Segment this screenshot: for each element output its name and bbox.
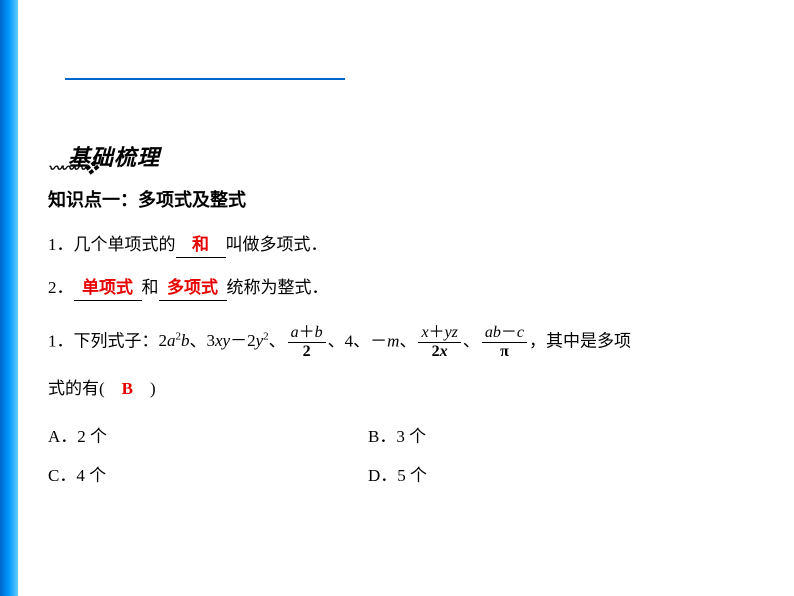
fill2-prefix: 2．	[48, 278, 74, 297]
fill2-answer2: 多项式	[167, 278, 218, 297]
section-title: 知识点一：多项式及整式	[48, 186, 748, 212]
fill-blank-2: 2． 单项式和多项式统称为整式．	[48, 269, 748, 306]
options-grid: A．2 个 B．3 个 C．4 个 D．5 个	[48, 417, 688, 495]
expr-6: x＋yz2x	[418, 325, 460, 360]
top-underline	[65, 78, 345, 80]
q1-prefix: 1．下列式子：	[48, 331, 159, 350]
q1-line2-prefix: 式的有(	[48, 379, 122, 398]
expr-1: 2a2b	[159, 331, 190, 350]
option-b: B．3 个	[368, 417, 688, 456]
q1-line2-suffix: )	[133, 379, 156, 398]
fill1-prefix: 1．几个单项式的	[48, 235, 176, 254]
q1-tail: ，其中是多项	[529, 331, 631, 350]
fill2-answer1: 单项式	[82, 278, 133, 297]
fill2-blank1: 单项式	[74, 279, 142, 301]
section-decor: 基础梳理 〰〰〰❖	[48, 140, 748, 168]
q1-answer: B	[122, 379, 133, 398]
left-accent-bar	[0, 0, 18, 596]
option-c: C．4 个	[48, 456, 368, 495]
fill2-mid: 和	[142, 278, 159, 297]
decor-swirl: 〰〰〰❖	[48, 158, 96, 178]
option-d: D．5 个	[368, 456, 688, 495]
fill1-suffix: 叫做多项式．	[226, 235, 328, 254]
slide-content: 基础梳理 〰〰〰❖ 知识点一：多项式及整式 1．几个单项式的和叫做多项式． 2．…	[48, 140, 748, 495]
fill2-blank2: 多项式	[159, 279, 227, 301]
question-1-line2: 式的有( B )	[48, 374, 748, 399]
fill1-answer: 和	[192, 235, 209, 254]
fill2-suffix: 统称为整式．	[227, 278, 329, 297]
expr-3: a＋b2	[288, 325, 326, 360]
expr-2: 3xy－2y2	[207, 331, 269, 350]
question-1: 1．下列式子：2a2b、3xy－2y2、a＋b2、4、－m、x＋yz2x、ab－…	[48, 325, 748, 360]
option-a: A．2 个	[48, 417, 368, 456]
expr-7: ab－cπ	[482, 325, 527, 360]
expr-5: －m	[370, 331, 399, 350]
expr-4: 4	[345, 331, 354, 350]
fill1-blank: 和	[176, 236, 226, 258]
fill-blank-1: 1．几个单项式的和叫做多项式．	[48, 226, 748, 263]
